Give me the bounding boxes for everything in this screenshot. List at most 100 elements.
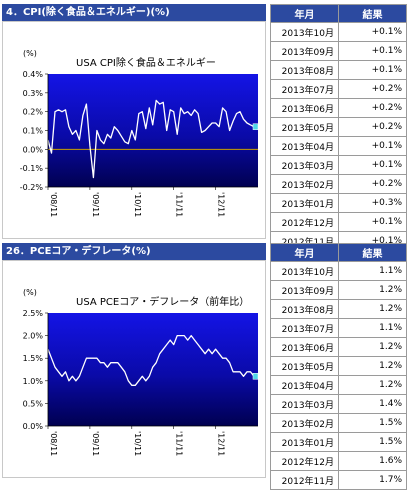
cell-result: +0.1%: [338, 136, 407, 156]
table-row: 2013年05月 +0.2%: [270, 117, 407, 137]
y-tick-label: 0.5%: [23, 399, 44, 408]
x-tick-label: '09/11: [91, 192, 100, 217]
cell-month: 2013年02月: [270, 413, 339, 433]
pce-panel: 26．PCEコア・デフレータ(%) USA PCEコア・デフレータ（前年比） (%…: [2, 243, 407, 490]
cell-result: 1.6%: [338, 451, 407, 471]
y-tick-label: 0.0%: [23, 145, 44, 154]
table-row: 2013年09月 1.2%: [270, 280, 407, 300]
cell-result: 1.1%: [338, 261, 407, 281]
cpi-chart-box: 4．CPI(除く食品＆エネルギー)(%) USA CPI除く食品＆エネルギー (%…: [2, 4, 266, 239]
cpi-panel-header: 4．CPI(除く食品＆エネルギー)(%): [2, 4, 266, 21]
y-unit-label: (%): [23, 288, 37, 297]
table-row: 2013年03月 +0.1%: [270, 155, 407, 175]
y-unit-label: (%): [23, 49, 37, 58]
table-header-row: 年月 結果: [270, 4, 407, 23]
cell-result: +0.1%: [338, 22, 407, 42]
table-row: 2013年10月 +0.1%: [270, 22, 407, 42]
table-row: 2013年06月 +0.2%: [270, 98, 407, 118]
y-tick-label: -0.1%: [20, 164, 44, 173]
y-tick-label: 1.0%: [23, 377, 44, 386]
y-tick-label: 0.1%: [23, 127, 44, 136]
cell-result: 1.2%: [338, 356, 407, 376]
cell-month: 2013年09月: [270, 280, 339, 300]
column-header-month: 年月: [270, 4, 339, 23]
table-row: 2013年04月 1.2%: [270, 375, 407, 395]
cell-month: 2013年07月: [270, 318, 339, 338]
pce-panel-header: 26．PCEコア・デフレータ(%): [2, 243, 266, 260]
cell-result: +0.1%: [338, 212, 407, 232]
cell-result: +0.1%: [338, 60, 407, 80]
y-tick-label: 0.4%: [23, 70, 44, 79]
series-line: [47, 334, 255, 386]
y-tick-label: 2.0%: [23, 332, 44, 341]
plot-background: [48, 74, 258, 187]
cell-month: 2013年08月: [270, 299, 339, 319]
cell-result: +0.1%: [338, 155, 407, 175]
end-marker: [252, 123, 259, 130]
table-row: 2013年02月 +0.2%: [270, 174, 407, 194]
cell-result: +0.2%: [338, 98, 407, 118]
cell-result: +0.3%: [338, 193, 407, 213]
table-row: 2012年12月 +0.1%: [270, 212, 407, 232]
column-header-result: 結果: [338, 243, 407, 262]
pce-line-chart: USA PCEコア・デフレータ（前年比） (%) 0.0% 0.5% 1.0% 1.5% 2…: [23, 288, 259, 456]
cell-month: 2013年03月: [270, 394, 339, 414]
cell-month: 2013年08月: [270, 60, 339, 80]
cell-result: +0.2%: [338, 79, 407, 99]
table-row: 2013年05月 1.2%: [270, 356, 407, 376]
cell-month: 2013年04月: [270, 136, 339, 156]
cell-result: 1.2%: [338, 375, 407, 395]
cpi-panel: 4．CPI(除く食品＆エネルギー)(%) USA CPI除く食品＆エネルギー (%…: [2, 4, 407, 251]
table-row: 2013年07月 1.1%: [270, 318, 407, 338]
chart-title: USA PCEコア・デフレータ（前年比）: [76, 295, 249, 308]
x-tick-label: '12/11: [217, 431, 226, 456]
table-row: 2013年07月 +0.2%: [270, 79, 407, 99]
table-header-row: 年月 結果: [270, 243, 407, 262]
pce-results-table: 年月 結果 2013年10月 1.1% 2013年09月 1.2% 2013年08月 1.…: [270, 243, 407, 490]
cell-month: 2013年05月: [270, 117, 339, 137]
cell-month: 2013年10月: [270, 261, 339, 281]
cell-month: 2013年06月: [270, 98, 339, 118]
cell-result: 1.2%: [338, 337, 407, 357]
column-header-month: 年月: [270, 243, 339, 262]
table-row: 2013年08月 1.2%: [270, 299, 407, 319]
x-tick-label: '10/11: [133, 192, 142, 217]
cell-month: 2012年12月: [270, 212, 339, 232]
chart-title: USA CPI除く食品＆エネルギー: [76, 56, 216, 69]
cell-month: 2013年04月: [270, 375, 339, 395]
y-tick-label: 1.5%: [23, 354, 44, 363]
table-row: 2013年10月 1.1%: [270, 261, 407, 281]
x-tick-label: '11/11: [175, 192, 184, 217]
cell-month: 2012年11月: [270, 470, 339, 490]
x-tick-label: '11/11: [175, 431, 184, 456]
series-line: [47, 99, 255, 179]
y-tick-label: 0.3%: [23, 89, 44, 98]
cpi-results-table: 年月 結果 2013年10月 +0.1% 2013年09月 +0.1% 2013年08月…: [270, 4, 407, 251]
cpi-chart-area: USA CPI除く食品＆エネルギー (%) -0.2% -0.1% 0.0% 0.1% 0.…: [2, 21, 266, 239]
cell-month: 2013年03月: [270, 155, 339, 175]
cell-month: 2013年10月: [270, 22, 339, 42]
cell-result: 1.1%: [338, 318, 407, 338]
table-row: 2013年01月 1.5%: [270, 432, 407, 452]
cell-result: 1.2%: [338, 280, 407, 300]
cell-result: 1.7%: [338, 470, 407, 490]
table-row: 2013年03月 1.4%: [270, 394, 407, 414]
plot-background: [48, 313, 258, 426]
cell-month: 2012年12月: [270, 451, 339, 471]
cell-month: 2013年07月: [270, 79, 339, 99]
x-tick-label: '09/11: [91, 431, 100, 456]
table-row: 2012年12月 1.6%: [270, 451, 407, 471]
cell-month: 2013年06月: [270, 337, 339, 357]
cpi-line-chart: USA CPI除く食品＆エネルギー (%) -0.2% -0.1% 0.0% 0.1% 0.…: [20, 49, 259, 217]
cell-result: +0.1%: [338, 41, 407, 61]
x-tick-label: '08/11: [49, 431, 58, 456]
cell-result: 1.5%: [338, 413, 407, 433]
table-row: 2013年02月 1.5%: [270, 413, 407, 433]
cell-result: 1.4%: [338, 394, 407, 414]
pce-chart-area: USA PCEコア・デフレータ（前年比） (%) 0.0% 0.5% 1.0% 1.5% 2…: [2, 260, 266, 478]
y-tick-label: -0.2%: [20, 183, 44, 192]
table-row: 2013年06月 1.2%: [270, 337, 407, 357]
table-row: 2013年01月 +0.3%: [270, 193, 407, 213]
y-tick-label: 2.5%: [23, 309, 44, 318]
table-row: 2013年09月 +0.1%: [270, 41, 407, 61]
